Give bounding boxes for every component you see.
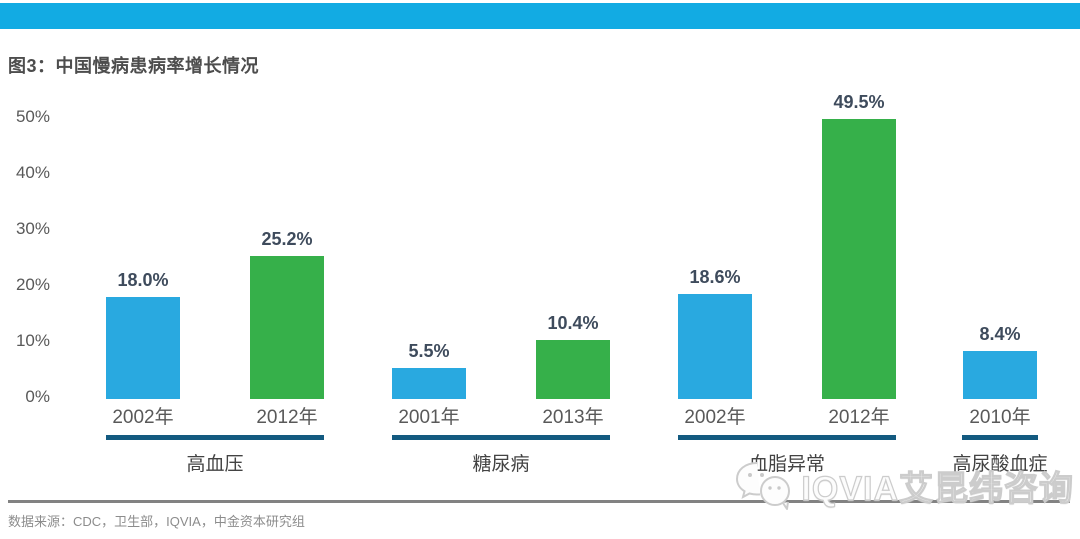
watermark-text: IQVIA艾昆纬咨询 <box>801 469 1074 508</box>
bar-year-label: 2002年 <box>684 407 746 428</box>
group-label: 糖尿病 <box>472 454 530 475</box>
figure-title: 图3：中国慢病患病率增长情况 <box>8 56 260 76</box>
bar-year-label: 2001年 <box>398 407 460 428</box>
group-label: 高尿酸血症 <box>952 454 1048 475</box>
bar-item: 25.2% 2012年 <box>250 229 324 430</box>
bar-rect <box>250 256 324 399</box>
bar-item: 18.0% 2002年 <box>106 270 180 430</box>
bar-item: 8.4% 2010年 <box>963 324 1037 430</box>
y-axis-tick: 40% <box>15 163 50 182</box>
bar-year-label: 2012年 <box>256 407 318 428</box>
bar-year-label: 2002年 <box>112 407 174 428</box>
bar-pair: 5.5% 2001年 10.4% 2013年 <box>392 313 610 430</box>
group-label: 高血压 <box>186 454 244 475</box>
bar-rect <box>392 368 466 399</box>
bar-value-label: 18.0% <box>117 270 169 290</box>
y-axis-tick: 30% <box>15 219 50 238</box>
watermark: IQVIA艾昆纬咨询 <box>733 459 1074 511</box>
chart-group-dyslipidemia: 18.6% 2002年 49.5% 2012年 血脂异常 <box>678 0 896 539</box>
wechat-icon <box>733 459 795 511</box>
bar-value-label: 8.4% <box>979 324 1021 344</box>
y-axis-tick: 0% <box>25 387 50 406</box>
group-underline <box>392 435 610 440</box>
bar-value-label: 5.5% <box>408 341 450 361</box>
chart-group-hypertension: 18.0% 2002年 25.2% 2012年 高血压 <box>106 0 324 539</box>
chart-group-hyperuricemia: 8.4% 2010年 高尿酸血症 <box>952 0 1047 539</box>
bar-item: 18.6% 2002年 <box>678 267 752 430</box>
group-label: 血脂异常 <box>748 454 825 475</box>
group-underline <box>962 435 1038 440</box>
bar-year-label: 2013年 <box>542 407 604 428</box>
bar-year-label: 2010年 <box>969 407 1031 428</box>
y-axis-tick: 20% <box>15 275 50 294</box>
bar-rect <box>822 119 896 399</box>
bar-rect <box>963 351 1037 399</box>
group-underline <box>678 435 896 440</box>
source-note: 数据来源：CDC，卫生部，IQVIA，中金资本研究组 <box>8 514 305 529</box>
bar-pair: 18.0% 2002年 25.2% 2012年 <box>106 229 324 430</box>
y-axis-tick: 50% <box>15 107 50 126</box>
bar-pair: 18.6% 2002年 49.5% 2012年 <box>678 92 896 430</box>
y-axis-tick: 10% <box>15 331 50 350</box>
group-underline <box>106 435 324 440</box>
bar-rect <box>536 340 610 399</box>
bar-rect <box>106 297 180 399</box>
divider-line <box>8 500 1070 503</box>
top-accent-bar <box>0 3 1080 29</box>
bar-year-label: 2012年 <box>828 407 890 428</box>
bar-value-label: 25.2% <box>261 229 313 249</box>
bar-item: 5.5% 2001年 <box>392 341 466 430</box>
chart-group-diabetes: 5.5% 2001年 10.4% 2013年 糖尿病 <box>392 0 610 539</box>
bar-value-label: 18.6% <box>689 267 741 287</box>
bar-item: 10.4% 2013年 <box>536 313 610 430</box>
bar-value-label: 49.5% <box>833 92 885 112</box>
bar-pair: 8.4% 2010年 <box>962 324 1038 430</box>
bar-rect <box>678 294 752 399</box>
bar-item: 49.5% 2012年 <box>822 92 896 430</box>
bar-value-label: 10.4% <box>547 313 599 333</box>
